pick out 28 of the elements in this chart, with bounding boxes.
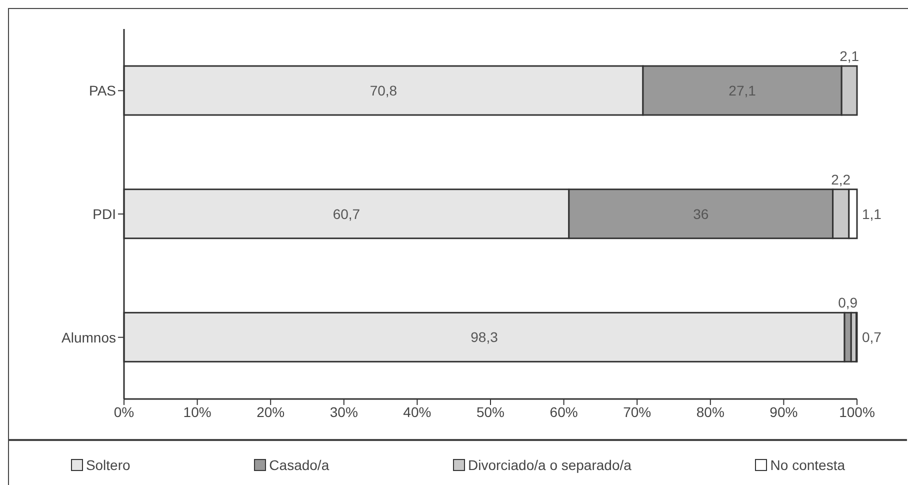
- legend-label: Soltero: [84, 457, 130, 473]
- data-label: 60,7: [332, 206, 360, 222]
- legend-label: Divorciado/a o separado/a: [466, 457, 632, 473]
- x-tick-label: 90%: [770, 404, 798, 420]
- data-label: 27,1: [728, 82, 756, 98]
- data-label: 70,8: [370, 82, 398, 98]
- data-label: 0,9: [838, 294, 858, 311]
- x-tick-label: 100%: [839, 404, 875, 420]
- y-tick-label: PAS: [89, 82, 116, 99]
- x-tick-label: 10%: [183, 404, 212, 420]
- x-tick-label: 50%: [476, 404, 505, 420]
- data-label: 2,1: [840, 48, 860, 64]
- data-label: 98,3: [470, 329, 498, 346]
- data-label: 0,7: [862, 329, 882, 346]
- x-tick-label: 80%: [696, 404, 724, 420]
- x-tick-label: 20%: [256, 404, 285, 420]
- legend-label: Casado/a: [268, 457, 330, 473]
- y-tick-label: Alumnos: [62, 329, 116, 346]
- x-tick-label: 40%: [403, 404, 432, 420]
- data-label: 36: [693, 206, 709, 222]
- y-tick-label: PDI: [92, 206, 116, 222]
- x-tick-label: 70%: [623, 404, 652, 420]
- legend-label: No contesta: [769, 457, 846, 473]
- x-tick-label: 60%: [550, 404, 578, 420]
- x-tick-label: 30%: [330, 404, 358, 420]
- x-tick-label: 0%: [114, 404, 134, 420]
- data-label: 2,2: [831, 171, 851, 188]
- data-label: 1,1: [862, 206, 882, 222]
